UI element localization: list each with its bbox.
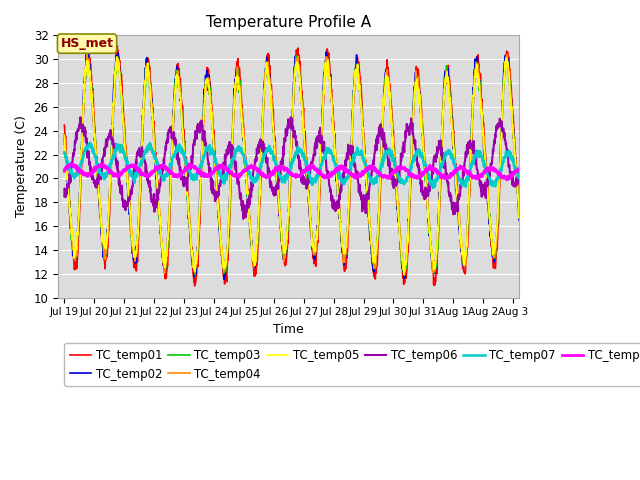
TC_temp07	[291, 154, 299, 159]
Line: TC_temp03: TC_temp03	[64, 56, 543, 275]
TC_temp07	[417, 152, 424, 158]
TC_temp08	[534, 175, 541, 180]
Legend: TC_temp01, TC_temp02, TC_temp03, TC_temp04, TC_temp05, TC_temp06, TC_temp07, TC_: TC_temp01, TC_temp02, TC_temp03, TC_temp…	[64, 343, 640, 386]
TC_temp01	[540, 113, 547, 119]
TC_temp08	[291, 172, 299, 178]
TC_temp04	[161, 270, 168, 276]
TC_temp06	[417, 181, 424, 187]
TC_temp04	[136, 201, 143, 206]
TC_temp04	[282, 243, 290, 249]
TC_temp02	[291, 74, 299, 80]
TC_temp05	[401, 272, 408, 278]
TC_temp03	[534, 62, 541, 68]
TC_temp06	[487, 161, 495, 167]
TC_temp02	[417, 99, 424, 105]
TC_temp02	[532, 47, 540, 53]
TC_temp05	[60, 133, 68, 139]
TC_temp01	[60, 122, 68, 128]
TC_temp04	[417, 103, 424, 108]
TC_temp06	[135, 145, 143, 151]
TC_temp08	[136, 166, 143, 172]
TC_temp01	[191, 283, 198, 289]
TC_temp02	[220, 276, 228, 282]
TC_temp02	[534, 58, 541, 64]
TC_temp04	[60, 132, 68, 138]
TC_temp07	[60, 149, 68, 155]
TC_temp03	[60, 138, 68, 144]
Line: TC_temp07: TC_temp07	[64, 143, 543, 188]
TC_temp07	[487, 182, 495, 188]
TC_temp08	[486, 165, 494, 171]
TC_temp05	[136, 193, 143, 199]
TC_temp04	[487, 227, 495, 232]
TC_temp04	[291, 69, 299, 74]
TC_temp04	[534, 57, 541, 63]
TC_temp01	[487, 236, 495, 242]
TC_temp07	[86, 140, 93, 146]
TC_temp02	[282, 249, 290, 254]
TC_temp06	[239, 216, 247, 222]
TC_temp01	[417, 93, 424, 98]
TC_temp01	[136, 216, 143, 222]
Line: TC_temp02: TC_temp02	[64, 50, 543, 279]
TC_temp05	[487, 228, 495, 234]
Y-axis label: Temperature (C): Temperature (C)	[15, 116, 28, 217]
TC_temp07	[282, 175, 290, 180]
TC_temp01	[534, 54, 541, 60]
TC_temp08	[417, 173, 424, 179]
Line: TC_temp08: TC_temp08	[64, 164, 543, 180]
TC_temp08	[60, 168, 68, 174]
TC_temp06	[287, 114, 294, 120]
TC_temp06	[282, 126, 290, 132]
TC_temp01	[113, 43, 121, 48]
TC_temp02	[540, 132, 547, 137]
TC_temp02	[60, 132, 68, 138]
TC_temp03	[417, 103, 424, 109]
TC_temp08	[540, 171, 547, 177]
TC_temp08	[282, 167, 290, 172]
TC_temp03	[486, 229, 494, 235]
Title: Temperature Profile A: Temperature Profile A	[206, 15, 371, 30]
TC_temp06	[540, 197, 547, 203]
TC_temp03	[540, 129, 547, 134]
TC_temp04	[540, 135, 547, 141]
TC_temp05	[534, 63, 541, 69]
TC_temp03	[282, 245, 290, 251]
X-axis label: Time: Time	[273, 323, 304, 336]
TC_temp02	[486, 229, 494, 235]
TC_temp08	[503, 177, 511, 182]
TC_temp05	[113, 54, 120, 60]
Line: TC_temp04: TC_temp04	[64, 53, 543, 273]
TC_temp03	[502, 53, 510, 59]
TC_temp03	[135, 206, 143, 212]
Text: HS_met: HS_met	[61, 37, 113, 50]
TC_temp01	[291, 64, 299, 70]
TC_temp08	[67, 161, 74, 167]
TC_temp07	[429, 185, 437, 191]
TC_temp05	[282, 246, 290, 252]
TC_temp05	[291, 69, 299, 74]
TC_temp07	[136, 163, 143, 169]
TC_temp03	[291, 77, 299, 83]
TC_temp06	[534, 171, 541, 177]
Line: TC_temp05: TC_temp05	[64, 57, 543, 275]
TC_temp05	[540, 130, 547, 135]
TC_temp07	[540, 157, 547, 163]
TC_temp05	[417, 107, 424, 113]
TC_temp04	[83, 50, 91, 56]
TC_temp03	[191, 272, 199, 278]
Line: TC_temp06: TC_temp06	[64, 117, 543, 219]
TC_temp02	[135, 209, 143, 215]
TC_temp06	[291, 135, 299, 141]
TC_temp07	[534, 150, 541, 156]
TC_temp01	[282, 261, 290, 267]
TC_temp06	[60, 193, 68, 199]
Line: TC_temp01: TC_temp01	[64, 46, 543, 286]
